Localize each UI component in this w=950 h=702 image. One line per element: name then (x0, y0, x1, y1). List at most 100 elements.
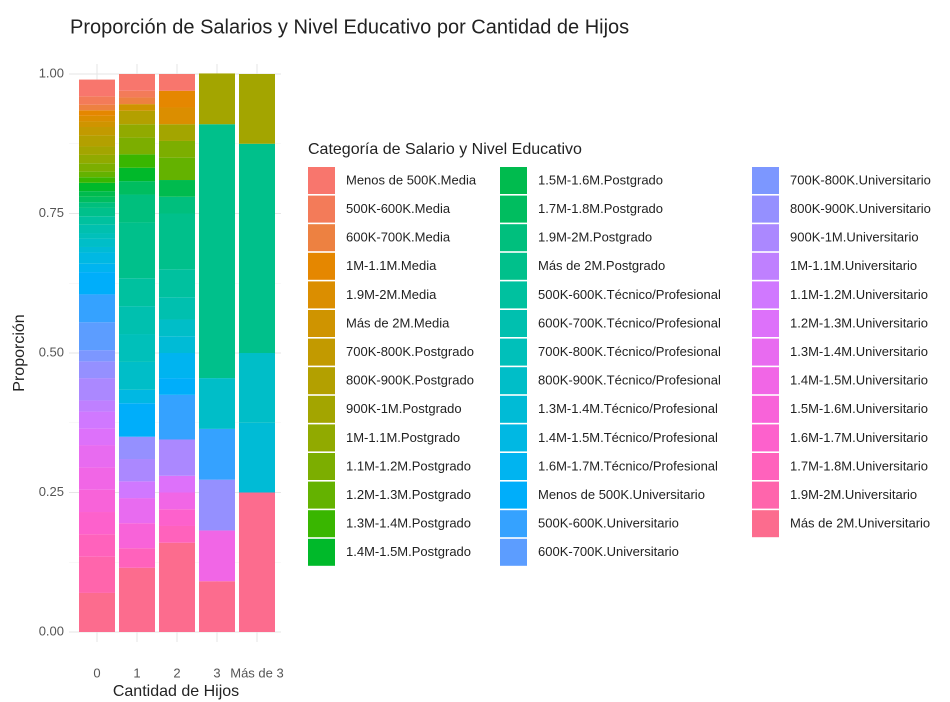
bar-segment (79, 428, 115, 446)
legend-swatch (500, 538, 527, 566)
legend-label: Más de 2M.Media (346, 315, 450, 330)
bar-segment (159, 124, 195, 141)
y-axis-title: Proporción (11, 314, 28, 391)
legend-label: 1.7M-1.8M.Universitario (790, 458, 928, 473)
bar-segment (79, 196, 115, 203)
bar-segment (159, 196, 195, 214)
legend-label: 1.4M-1.5M.Técnico/Profesional (538, 430, 718, 445)
bar-segment (119, 306, 155, 335)
bar-segment (159, 509, 195, 526)
bar-segment (159, 475, 195, 493)
legend-swatch (308, 481, 335, 509)
legend-swatch (308, 338, 335, 366)
bar-segment (79, 445, 115, 468)
x-tick-label: Más de 3 (230, 665, 283, 680)
bar-segment (159, 74, 195, 91)
legend-label: 700K-800K.Postgrado (346, 344, 474, 359)
bar-segment (159, 180, 195, 197)
bar-segment (119, 567, 155, 632)
bar-segment (79, 182, 115, 192)
bar-segment (199, 378, 235, 429)
legend-swatch (308, 252, 335, 280)
bar-segment (79, 127, 115, 136)
y-tick-label: 0.50 (39, 344, 64, 359)
legend-label: Más de 2M.Universitario (790, 516, 930, 531)
bar-segment (119, 90, 155, 98)
x-tick-label: 0 (93, 665, 100, 680)
bar-segment (159, 213, 195, 270)
legend-label: 1.2M-1.3M.Universitario (790, 315, 928, 330)
bar-segment (79, 238, 115, 247)
bar-segment (119, 222, 155, 279)
legend-swatch (500, 224, 527, 252)
legend-label: 500K-600K.Media (346, 201, 451, 216)
legend-label: 1M-1.1M.Universitario (790, 258, 917, 273)
chart-title: Proporción de Salarios y Nivel Educativo… (70, 16, 629, 38)
bar-segment (79, 146, 115, 155)
y-tick-label: 0.25 (39, 484, 64, 499)
legend-label: 1.2M-1.3M.Postgrado (346, 487, 471, 502)
bar-segment (119, 459, 155, 482)
legend-swatch (752, 252, 779, 280)
bar-segment (79, 207, 115, 217)
bar-segment (119, 278, 155, 307)
bar-segment (199, 124, 235, 379)
bar-segment (119, 334, 155, 362)
legend-label: Menos de 500K.Media (346, 172, 477, 187)
legend-label: Más de 2M.Postgrado (538, 258, 665, 273)
legend-swatch (500, 367, 527, 395)
legend-swatch (500, 510, 527, 538)
bar-segment (119, 167, 155, 182)
bar-segment (79, 556, 115, 593)
legend-label: 1M-1.1M.Media (346, 258, 437, 273)
legend-swatch (308, 310, 335, 337)
bar-segment (119, 194, 155, 223)
bar-segment (159, 378, 195, 395)
legend-label: 600K-700K.Técnico/Profesional (538, 315, 721, 330)
legend-label: 1.9M-2M.Postgrado (538, 230, 652, 245)
legend-swatch (308, 510, 335, 538)
bar-segment (79, 400, 115, 412)
legend-label: 700K-800K.Universitario (790, 172, 931, 187)
bar-segment (119, 403, 155, 437)
legend-label: 600K-700K.Media (346, 230, 451, 245)
legend-swatch (308, 367, 335, 395)
bar-segment (199, 581, 235, 632)
y-tick-label: 1.00 (39, 65, 64, 80)
bar-segment (79, 96, 115, 105)
legend-swatch (752, 510, 779, 538)
bar-segment (159, 542, 195, 632)
legend-title: Categoría de Salario y Nivel Educativo (308, 141, 582, 158)
legend-label: 1.5M-1.6M.Postgrado (538, 172, 663, 187)
legend-swatch (752, 338, 779, 366)
legend-label: 1.1M-1.2M.Universitario (790, 287, 928, 302)
bar-segment (199, 530, 235, 582)
legend-swatch (500, 281, 527, 309)
legend-label: 1.4M-1.5M.Universitario (790, 373, 928, 388)
bar-segment (79, 534, 115, 557)
legend-swatch (308, 453, 335, 480)
legend-swatch (500, 424, 527, 452)
legend-swatch (752, 481, 779, 509)
legend-swatch (500, 167, 527, 194)
legend-swatch (308, 395, 335, 423)
bar-segment (159, 319, 195, 337)
legend-swatch (500, 338, 527, 366)
bar-segment (119, 436, 155, 460)
bar-segment (159, 157, 195, 181)
legend-swatch (752, 281, 779, 309)
bar-segment (239, 143, 275, 353)
bar-segment (79, 216, 115, 225)
legend-swatch (500, 310, 527, 337)
legend-swatch (752, 395, 779, 423)
bar-segment (119, 104, 155, 111)
bar-segment (79, 322, 115, 351)
bar-segment (79, 252, 115, 264)
legend-label: 1.9M-2M.Universitario (790, 487, 917, 502)
bar-segment (239, 422, 275, 493)
bar-segment (79, 350, 115, 362)
legend-label: 800K-900K.Postgrado (346, 373, 474, 388)
bar-segment (79, 104, 115, 111)
legend-swatch (500, 453, 527, 480)
bar-segment (119, 74, 155, 91)
